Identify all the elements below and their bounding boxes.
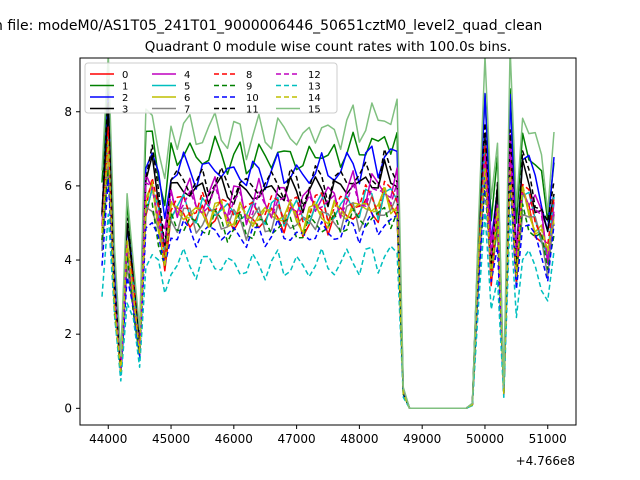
series-line-11 xyxy=(101,92,555,410)
y-tick-label: 4 xyxy=(64,253,72,267)
legend-label-4: 4 xyxy=(184,70,190,81)
legend-label-9: 9 xyxy=(246,82,252,93)
x-tick-label: 48000 xyxy=(340,432,378,446)
axes-frame xyxy=(79,57,577,426)
x-tick-label: 51000 xyxy=(529,432,567,446)
legend-label-6: 6 xyxy=(184,93,190,104)
legend-label-8: 8 xyxy=(246,70,252,81)
series-line-14 xyxy=(101,140,555,410)
figure-suptitle: n file: modeM0/AS1T05_241T01_9000006446_… xyxy=(0,18,542,34)
series-line-13 xyxy=(101,211,555,410)
x-axis: 44000 45000 46000 47000 48000 49000 50000 51000 xyxy=(89,425,567,446)
series-line-15 xyxy=(101,58,555,410)
series-line-12 xyxy=(101,145,555,410)
legend-label-1: 1 xyxy=(122,82,128,93)
x-tick-label: 50000 xyxy=(466,432,504,446)
legend-label-11: 11 xyxy=(246,105,259,116)
legend-label-7: 7 xyxy=(184,105,190,116)
legend-label-5: 5 xyxy=(184,82,190,93)
x-tick-label: 47000 xyxy=(278,432,316,446)
series-line-6 xyxy=(101,145,555,410)
x-tick-label: 45000 xyxy=(152,432,190,446)
y-tick-label: 6 xyxy=(64,179,72,193)
legend-label-14: 14 xyxy=(308,93,321,104)
legend-label-15: 15 xyxy=(308,105,321,116)
y-tick-label: 0 xyxy=(64,401,72,415)
x-tick-label: 46000 xyxy=(215,432,253,446)
legend-label-12: 12 xyxy=(308,70,321,81)
legend-label-3: 3 xyxy=(122,105,128,116)
axes-title: Quadrant 0 module wise count rates with … xyxy=(145,39,511,55)
legend-label-10: 10 xyxy=(246,93,259,104)
y-tick-label: 8 xyxy=(64,105,72,119)
y-axis: 0 2 4 6 8 xyxy=(64,105,80,415)
series-layer xyxy=(101,58,555,410)
legend-label-2: 2 xyxy=(122,93,128,104)
x-tick-label: 44000 xyxy=(89,432,127,446)
series-line-10 xyxy=(101,175,555,410)
x-tick-label: 49000 xyxy=(403,432,441,446)
y-tick-label: 2 xyxy=(64,327,72,341)
legend-frame xyxy=(84,62,338,114)
legend-label-13: 13 xyxy=(308,82,321,93)
x-offset-label: +4.766e8 xyxy=(516,454,575,468)
legend-label-0: 0 xyxy=(122,70,128,81)
